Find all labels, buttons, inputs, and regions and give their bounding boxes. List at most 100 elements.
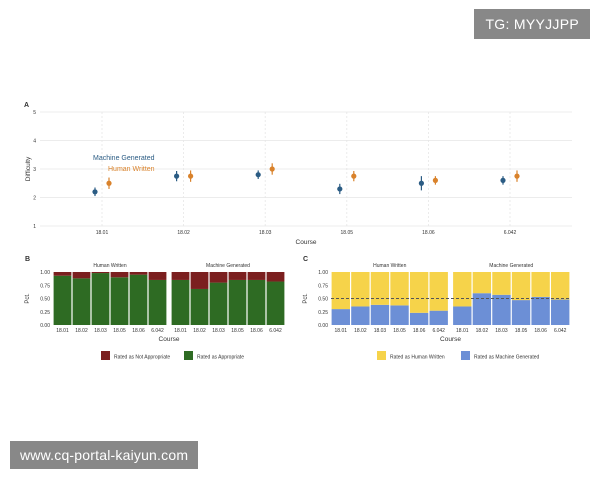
panel-a-xtick-label: 6.042 <box>504 230 517 236</box>
panel-c-ytick-label: 1.00 <box>318 270 328 276</box>
panel-a-point <box>337 186 343 192</box>
panel-c-ytick-label: 0.00 <box>318 323 328 329</box>
panel-b-xtick-label: 18.06 <box>250 328 263 334</box>
panel-b-bar-segment <box>247 272 266 280</box>
watermark-bottom: www.cq-portal-kaiyun.com <box>10 441 199 469</box>
panel-c-ylabel: Pct. <box>303 293 309 304</box>
panel-b-xtick-label: 18.06 <box>132 328 145 334</box>
panel-b-bar-segment <box>91 272 110 274</box>
panel-c-ytick-label: 0.50 <box>318 297 328 303</box>
panel-c-bar-segment <box>390 305 409 325</box>
panel-c-facet-title: Machine Generated <box>489 263 533 269</box>
panel-b-legend-swatch <box>184 351 193 360</box>
panel-a-ytick-label: 3 <box>33 167 36 173</box>
panel-b-bar-segment <box>209 282 228 325</box>
panel-c-bar-segment <box>531 296 550 325</box>
panel-a-legend-machine: Machine Generated <box>93 155 155 162</box>
panel-c-bar-segment <box>370 304 390 325</box>
panel-c-bar-segment <box>351 272 370 307</box>
panel-a-point <box>174 173 180 179</box>
panel-c-xtick-label: 6.042 <box>554 328 567 334</box>
panel-c-legend-swatch <box>377 351 386 360</box>
panel-a-xlabel: Course <box>296 239 317 246</box>
panel-b-xtick-label: 18.01 <box>56 328 69 334</box>
panel-c-xtick-label: 18.06 <box>413 328 426 334</box>
panel-b-facet-title: Human Written <box>93 263 126 269</box>
panel-c-bar-segment <box>331 309 350 325</box>
panel-c-facet-title: Human Written <box>373 263 406 269</box>
panel-b-xtick-label: 18.05 <box>231 328 244 334</box>
panel-b-xtick-label: 6.042 <box>151 328 164 334</box>
panel-b-bar-segment <box>228 279 247 325</box>
panel-b-ytick-label: 0.25 <box>40 310 50 316</box>
panel-a-xtick-label: 18.02 <box>177 230 190 236</box>
panel-b-bar-segment <box>148 272 167 280</box>
panel-b-xtick-label: 18.03 <box>212 328 225 334</box>
panel-b-bar-segment <box>190 288 209 325</box>
panel-b-bar-segment <box>110 277 129 325</box>
panel-c-bar-segment <box>390 272 409 306</box>
panel-a-ytick-label: 2 <box>33 196 36 202</box>
panel-a-point <box>418 180 424 186</box>
panel-c-bar-segment <box>370 272 390 305</box>
panel-b-bar-segment <box>72 278 91 325</box>
panel-a-ytick-label: 1 <box>33 224 36 230</box>
panel-b-ytick-label: 0.00 <box>40 323 50 329</box>
panel-c-legend-label: Rated as Human Written <box>390 355 445 361</box>
panel-a-point <box>188 173 194 179</box>
panel-b-bar-segment <box>91 273 110 325</box>
panel-c-ytick-label: 0.75 <box>318 283 328 289</box>
panel-b-bar-segment <box>72 272 91 279</box>
panel-a-ytick-label: 5 <box>33 110 36 116</box>
panel-c-bar-segment <box>472 272 492 294</box>
panel-b-bar-segment <box>266 272 285 282</box>
panel-c-bar-segment <box>511 272 531 301</box>
panel-b-xtick-label: 18.01 <box>174 328 187 334</box>
panel-b-ytick-label: 1.00 <box>40 270 50 276</box>
panel-b-bar-segment <box>228 272 247 280</box>
panel-a-ytick-label: 4 <box>33 139 36 145</box>
panel-a-legend-human: Human Written <box>108 166 155 173</box>
panel-a-point <box>92 189 98 195</box>
panel-b-facet-title: Machine Generated <box>206 263 250 269</box>
panel-c-xtick-label: 18.02 <box>354 328 367 334</box>
panel-a-xtick-label: 18.05 <box>341 230 354 236</box>
panel-c-legend-label: Rated as Machine Generated <box>474 355 540 361</box>
panel-b-bar-segment <box>171 272 190 280</box>
panel-b-bar-segment <box>171 279 190 325</box>
panel-c-bar-segment <box>492 294 511 325</box>
panel-c-bar-segment <box>492 272 511 295</box>
panel-b-xtick-label: 18.02 <box>75 328 88 334</box>
panel-b-bar-segment <box>110 272 129 278</box>
panel-c-bar-segment <box>551 272 570 300</box>
panel-c-xtick-label: 6.042 <box>432 328 445 334</box>
panel-c-bar-segment <box>429 310 448 325</box>
panel-c-bar-segment <box>453 272 472 307</box>
panel-a-point <box>106 180 112 186</box>
panel-c-label: C <box>303 256 308 263</box>
panel-b-xtick-label: 18.03 <box>94 328 107 334</box>
panel-a-ylabel: Difficulty <box>25 156 32 181</box>
panel-b-xtick-label: 18.05 <box>113 328 126 334</box>
panel-c-bar-segment <box>551 299 570 325</box>
panel-a-xtick-label: 18.01 <box>96 230 109 236</box>
panel-c-bar-segment <box>429 272 448 311</box>
panel-c-xtick-label: 18.03 <box>374 328 387 334</box>
panel-b-xtick-label: 6.042 <box>269 328 282 334</box>
panel-c-bar-segment <box>331 272 350 310</box>
panel-c-bar-segment <box>409 272 429 313</box>
panel-a-point <box>500 177 506 183</box>
panel-b-legend-label: Rated as Not Appropriate <box>114 355 170 361</box>
panel-b-ylabel: Pct. <box>25 293 31 304</box>
panel-b-ytick-label: 0.75 <box>40 283 50 289</box>
panel-c-ytick-label: 0.25 <box>318 310 328 316</box>
panel-c-bar-segment <box>351 306 370 325</box>
panel-b-bar-segment <box>247 279 266 325</box>
panel-a-point <box>255 172 261 178</box>
panel-b-bar-segment <box>266 281 285 325</box>
panel-a-xtick-label: 18.03 <box>259 230 272 236</box>
panel-b-bar-segment <box>129 272 148 275</box>
panel-a-point <box>514 173 520 179</box>
panel-b-bar-segment <box>53 272 72 276</box>
